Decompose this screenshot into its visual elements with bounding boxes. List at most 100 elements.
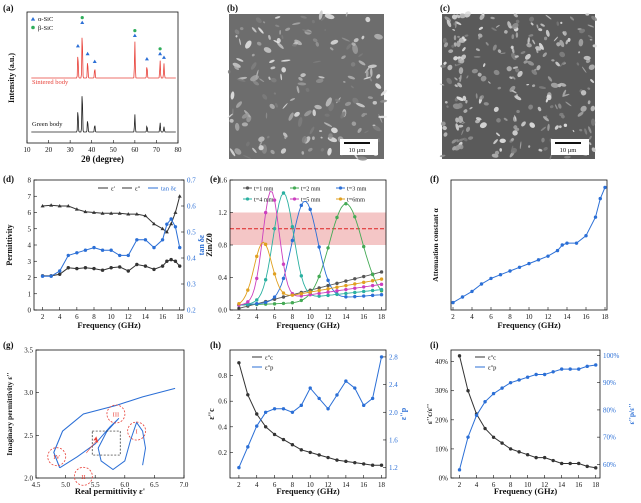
alpha-sic-marker: [161, 55, 166, 59]
f-x-tick-label: 6: [489, 313, 493, 321]
zin-point-1: [335, 281, 339, 286]
c-sem-grain: [559, 39, 565, 48]
ratio-c-point: [508, 447, 513, 451]
c-sem-grain: [485, 42, 489, 46]
d-x-tick-label: 10: [108, 313, 116, 321]
eps-c-point: [308, 450, 312, 455]
b-sem-grain: [280, 59, 291, 62]
eps-c-point: [281, 437, 286, 442]
g-x-tick-label: 4.5: [32, 481, 41, 489]
b-sem-grain: [259, 141, 263, 146]
eps-imag-point: [160, 264, 165, 268]
b-sem-grain: [280, 73, 283, 81]
eps-imag-point: [152, 267, 156, 272]
c-sem-grain: [452, 29, 456, 31]
b-sem-grain: [350, 85, 354, 89]
attenuation-point: [451, 300, 455, 305]
zin-point-6: [362, 280, 366, 285]
f-x-tick-label: 4: [470, 313, 474, 321]
c-sem-grain: [466, 75, 469, 79]
c-sem-grain: [468, 136, 474, 140]
zin-point-4: [335, 292, 339, 297]
b-sem-grain: [380, 99, 388, 103]
b-sem-grain: [372, 100, 377, 105]
d-y-tick-label: 0.7: [187, 177, 196, 185]
eps-real-point: [66, 204, 71, 208]
relaxation-circle-3: [106, 404, 126, 424]
b-sem-grain: [352, 44, 359, 54]
c-sem-grain: [497, 86, 502, 90]
tan-delta-point: [160, 238, 165, 242]
eps-real-point: [134, 212, 139, 216]
c-sem-grain: [587, 34, 593, 39]
zin-point-4: [263, 278, 268, 282]
attenuation-point: [479, 282, 484, 286]
c-sem-grain: [510, 45, 514, 49]
a-x-tick-label: 30: [67, 146, 75, 154]
b-sem-grain: [324, 113, 330, 117]
eps-real-point: [49, 203, 54, 207]
eps-imag-point: [109, 266, 113, 270]
c-sem-grain: [455, 117, 459, 123]
eps-real-point: [126, 212, 131, 216]
zin-point-6: [299, 292, 304, 296]
ratio-c-point: [551, 458, 555, 463]
h-y-tick-label: 2.4: [389, 381, 398, 389]
c-sem-grain: [475, 117, 482, 121]
legend-alpha-marker: [30, 17, 36, 21]
eps-p-point: [237, 465, 241, 470]
zin-point-3: [299, 203, 304, 208]
b-sem-grain: [318, 76, 325, 79]
eps-c-point: [290, 443, 295, 447]
c-sem-grain: [519, 141, 522, 150]
d-y-tick-label: 7: [28, 193, 32, 201]
c-sem-grain: [534, 68, 537, 71]
b-sem-grain: [320, 148, 325, 152]
a-x-tick-label: 50: [110, 146, 118, 154]
c-sem-grain: [540, 126, 547, 131]
legend-ratio-c-label: ε''c: [488, 355, 496, 362]
g-x-axis-label: Real permittivity ε': [75, 486, 145, 496]
f-x-tick-label: 10: [526, 313, 534, 321]
c-sem-grain: [584, 128, 588, 135]
b-sem-grain: [315, 41, 320, 47]
panel-label-f: (f): [430, 174, 439, 184]
c-sem-grain: [469, 106, 473, 110]
c-sem-grain: [462, 47, 466, 52]
eps-imag-point: [83, 266, 88, 270]
c-sem-grain: [509, 76, 513, 79]
c-sem-grain: [455, 123, 459, 131]
c-sem-grain: [590, 79, 595, 83]
alpha-sic-marker: [144, 57, 149, 61]
c-sem-grain: [547, 123, 550, 131]
c-sem-grain: [545, 29, 550, 37]
c-sem-grain: [458, 67, 464, 75]
b-sem-grain: [365, 70, 369, 78]
eps-p-point: [299, 403, 304, 408]
c-sem-grain: [538, 28, 543, 32]
attenuation-point: [584, 234, 588, 238]
tan-delta-point: [109, 248, 113, 252]
zin-point-4: [299, 274, 304, 278]
eps-c-point: [335, 458, 339, 462]
b-sem-grain: [351, 42, 356, 46]
eps-p-point: [290, 410, 295, 414]
g-y-tick-label: 3.0: [24, 389, 33, 397]
e-y-tick-label: 1.6: [218, 177, 227, 185]
alpha-sic-marker: [80, 20, 85, 24]
c-sem-grain: [538, 86, 546, 90]
e-y-tick-label: 0.8: [218, 242, 227, 250]
c-sem-grain: [516, 109, 520, 114]
i-y-tick-label: 100%: [603, 352, 620, 360]
eps-p-point: [246, 445, 250, 449]
zin-point-6: [290, 293, 295, 297]
c-sem-grain: [462, 95, 467, 101]
eps-real-point: [164, 230, 169, 234]
zin-point-3: [308, 207, 312, 212]
panel-label-g: (g): [3, 340, 14, 350]
b-sem-grain: [250, 75, 259, 82]
attenuation-point: [546, 254, 550, 258]
b-sem-grain: [246, 141, 250, 147]
alpha-sic-marker: [75, 44, 80, 48]
c-sem-grain: [591, 147, 596, 153]
